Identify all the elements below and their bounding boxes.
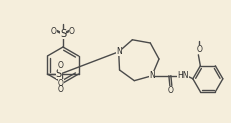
Text: O: O <box>51 26 57 36</box>
Text: O: O <box>57 78 63 87</box>
Text: N: N <box>148 71 154 80</box>
Text: O: O <box>57 61 63 69</box>
Text: O: O <box>196 45 201 54</box>
Text: S: S <box>60 29 66 39</box>
Text: N: N <box>115 47 121 56</box>
Text: O: O <box>69 26 75 36</box>
Text: S: S <box>55 69 61 79</box>
Text: HN: HN <box>176 71 188 80</box>
Text: O: O <box>167 86 173 95</box>
Text: O: O <box>57 85 63 94</box>
